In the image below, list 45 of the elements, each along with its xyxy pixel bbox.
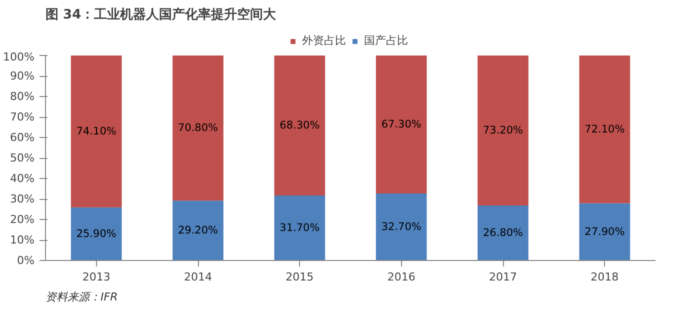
y-tick-label: 60% [10,131,35,144]
bar [274,56,326,196]
y-tick-label: 40% [10,172,35,185]
data-label: 32.70% [381,220,422,233]
bar [376,193,427,260]
y-tick-label: 90% [10,70,35,82]
bar [376,56,427,194]
x-tick-label: 2017 [489,270,518,284]
data-label: 70.80% [178,122,218,134]
bar [70,207,122,260]
data-label: 72.10% [584,123,625,136]
x-tick-label: 2018 [590,270,619,284]
data-label: 27.90% [584,226,625,238]
bar [274,196,326,260]
x-tick-label: 2015 [286,270,314,284]
bar [478,56,528,206]
data-label: 73.20% [482,124,524,137]
legend-label: 国产占比 [364,33,408,48]
chart-title: 图 34：工业机器人国产化率提升空间大 [46,6,278,22]
bar [579,56,630,204]
y-tick-label: 0% [17,254,34,267]
bar [478,206,528,260]
data-label: 68.30% [280,120,320,132]
y-tick-label: 100% [3,50,35,64]
x-tick-label: 2013 [82,270,110,284]
y-tick-label: 20% [10,213,35,226]
text: 资料来源：IFR [46,290,118,304]
x-tick-label: 2014 [184,270,212,284]
bar [172,200,224,260]
data-label: 67.30% [381,118,422,130]
y-tick-label: 50% [10,152,35,164]
data-label: 74.10% [76,125,116,138]
bar [579,203,630,260]
data-label: 29.20% [178,224,218,237]
bar [172,56,224,201]
data-label: 31.70% [280,222,320,234]
y-tick-label: 80% [10,90,35,103]
y-tick-label: 70% [10,110,35,124]
data-label: 26.80% [482,227,524,240]
y-tick-label: 10% [10,234,35,246]
bar [70,56,122,208]
data-label: 25.90% [76,228,116,240]
y-tick-label: 30% [10,192,35,206]
legend-label: 外资占比 [302,33,346,48]
x-tick-label: 2016 [387,270,416,284]
